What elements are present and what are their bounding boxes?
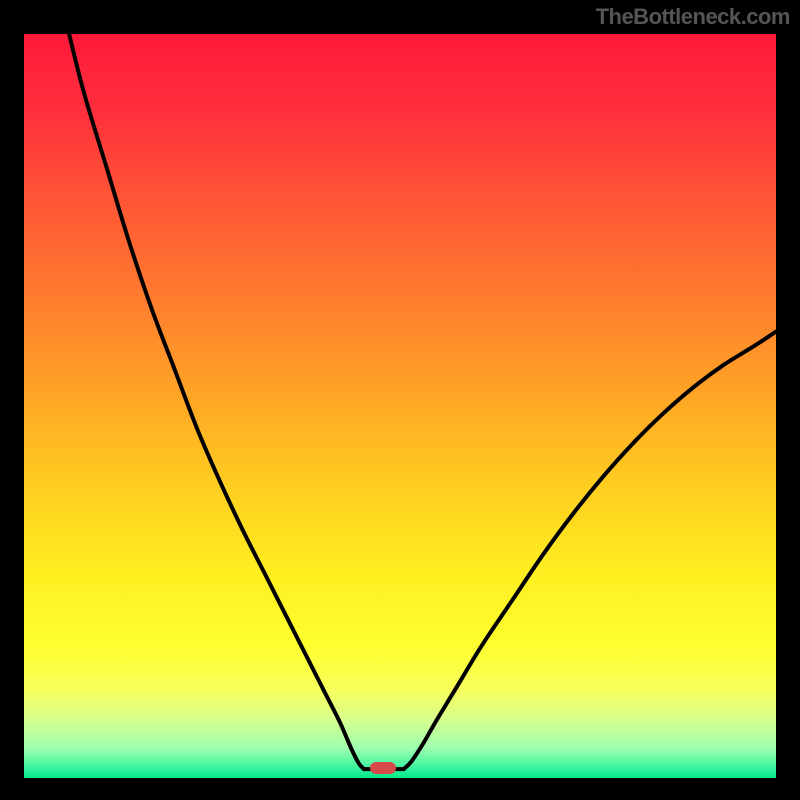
watermark-text: TheBottleneck.com [596, 4, 790, 30]
optimal-point-marker [370, 762, 396, 774]
chart-container: TheBottleneck.com [0, 0, 800, 800]
plot-area [24, 34, 776, 778]
bottleneck-curve [24, 34, 776, 778]
